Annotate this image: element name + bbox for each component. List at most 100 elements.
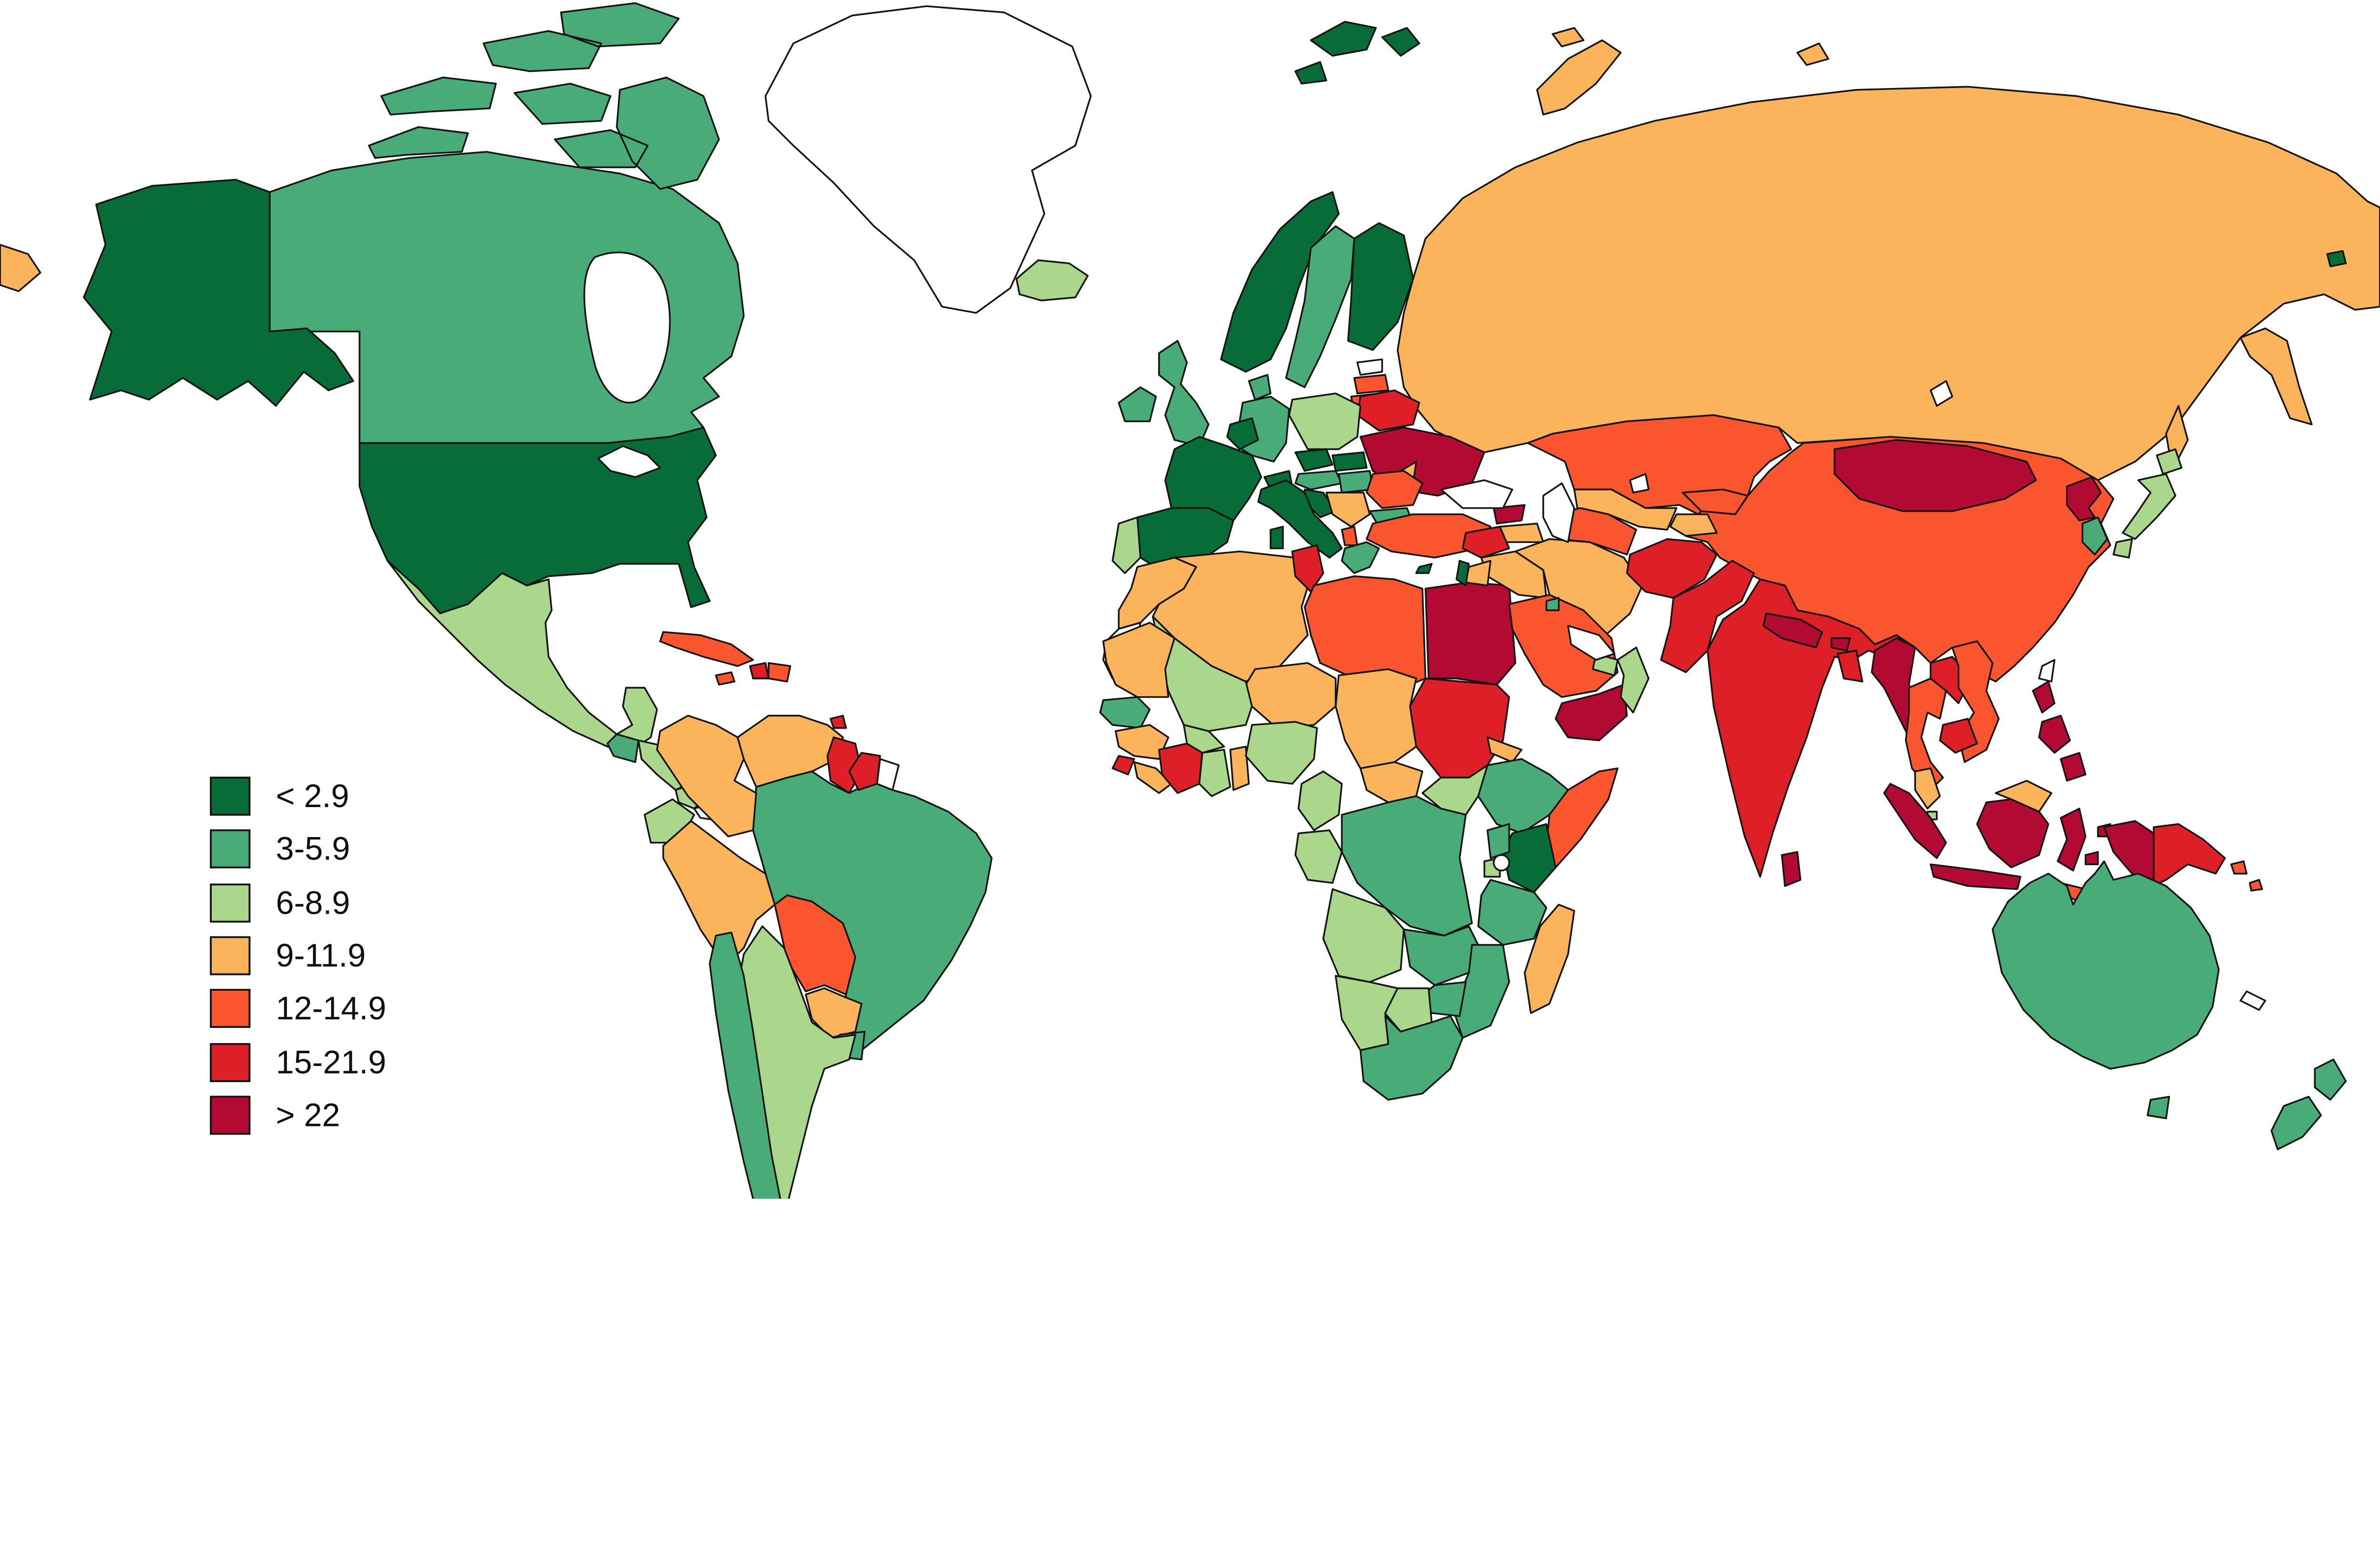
legend-label: 12-14.9: [276, 990, 387, 1026]
country-kuwait: [1545, 597, 1560, 612]
legend-item: > 22: [209, 1095, 340, 1135]
legend: < 2.9 3-5.9 6-8.9 9-11.9 12-14.9 15-21.9…: [209, 777, 387, 1135]
legend-label: 15-21.9: [276, 1045, 387, 1081]
country-greece: [1341, 541, 1380, 574]
island-severnaya: [1796, 42, 1829, 66]
lake-victoria: [1493, 854, 1510, 872]
country-mexico: [387, 560, 658, 751]
legend-item: 15-21.9: [209, 1043, 387, 1082]
legend-swatch: [209, 1095, 251, 1135]
legend-item: 6-8.9: [209, 883, 350, 923]
country-estonia: [1356, 358, 1383, 376]
country-finland: [1347, 222, 1414, 351]
world-choropleth-map: < 2.9 3-5.9 6-8.9 9-11.9 12-14.9 15-21.9…: [0, 2, 2380, 1199]
country-ghana: [1198, 749, 1231, 797]
country-pakistan: [1660, 560, 1755, 673]
country-nigeria: [1245, 721, 1318, 785]
countries-layer: [0, 2, 2380, 1199]
country-new-zealand: [2271, 1058, 2347, 1150]
country-south-korea: [2082, 516, 2108, 556]
country-tunisia: [1291, 544, 1324, 593]
country-chad: [1335, 668, 1418, 770]
country-paraguay: [804, 987, 863, 1039]
legend-swatch: [209, 1043, 251, 1082]
country-cambodia: [1939, 718, 1978, 754]
persian-gulf: [1567, 625, 1616, 661]
region-malaysia-borneo: [1994, 779, 2053, 813]
country-drc: [1341, 795, 1473, 937]
legend-label: > 22: [276, 1097, 340, 1133]
country-burkina-faso: [1183, 724, 1225, 754]
country-senegal: [1099, 696, 1151, 729]
island-new-caledonia: [2240, 990, 2266, 1011]
country-suriname: [848, 752, 881, 791]
country-spain: [1136, 507, 1234, 574]
country-greenland: [764, 5, 1092, 314]
island-novaya-zemlya: [1536, 39, 1622, 116]
country-uk: [1158, 340, 1210, 447]
legend-swatch: [209, 777, 251, 816]
country-latvia: [1353, 374, 1389, 395]
country-liberia: [1133, 761, 1172, 794]
country-guatemala: [606, 733, 640, 763]
island-franz-josef: [1551, 27, 1585, 48]
legend-item: 9-11.9: [209, 936, 366, 976]
country-kenya: [1502, 823, 1557, 893]
island-sumatra: [1883, 783, 1947, 859]
country-bhutan: [1830, 637, 1851, 651]
country-cuba: [659, 631, 754, 667]
country-italy: [1257, 479, 1343, 559]
country-sudan: [1409, 677, 1510, 779]
country-egypt: [1424, 582, 1517, 686]
country-uganda: [1487, 823, 1510, 859]
country-russia-west-wrap: [0, 244, 41, 292]
country-albania: [1341, 525, 1359, 546]
legend-label: < 2.9: [276, 778, 349, 814]
country-russia-kamchatka: [2240, 327, 2313, 425]
caspian-sea: [1542, 482, 1576, 543]
region-togo-benin: [1229, 746, 1250, 791]
country-colombia: [656, 715, 757, 838]
lake-baikal: [1930, 380, 1954, 407]
country-japan: [2112, 448, 2182, 559]
country-mauritania: [1102, 622, 1176, 698]
country-sweden: [1285, 225, 1355, 388]
country-syria: [1462, 525, 1510, 559]
country-kyrgyzstan: [1682, 488, 1749, 515]
legend-item: 3-5.9: [209, 829, 350, 868]
country-south-sudan: [1421, 764, 1488, 816]
island-st-lawrence: [2326, 250, 2347, 267]
world-map: < 2.9 3-5.9 6-8.9 9-11.9 12-14.9 15-21.9…: [0, 2, 2380, 1199]
country-france: [1164, 436, 1262, 522]
country-oman: [1616, 646, 1650, 714]
legend-label: 6-8.9: [276, 885, 350, 921]
country-angola: [1322, 888, 1405, 983]
hudson-bay: [583, 251, 671, 404]
legend-item: < 2.9: [209, 777, 349, 816]
canadian-arctic-islands: [368, 2, 720, 190]
country-papua-new-guinea: [2152, 823, 2226, 887]
country-taiwan: [2038, 659, 2056, 682]
legend-item: 12-14.9: [209, 988, 387, 1028]
country-bangladesh: [1836, 650, 1864, 682]
country-guinea: [1114, 724, 1170, 760]
great-lakes: [597, 445, 661, 478]
country-jamaica: [715, 671, 735, 686]
country-south-africa: [1359, 1015, 1464, 1101]
country-morocco: [1118, 556, 1197, 630]
country-tajikistan: [1669, 513, 1718, 537]
country-denmark: [1248, 374, 1272, 401]
country-czechia: [1294, 448, 1334, 472]
country-madagascar: [1524, 904, 1576, 1014]
legend-swatch: [209, 883, 251, 923]
country-norway: [1220, 191, 1340, 373]
country-usa-alaska: [83, 178, 355, 407]
country-canada: [268, 151, 745, 444]
country-sri-lanka: [1781, 851, 1802, 887]
black-sea: [1440, 479, 1513, 509]
country-poland: [1288, 392, 1361, 450]
country-cameroon: [1298, 770, 1343, 831]
country-venezuela: [736, 715, 844, 788]
island-sardinia: [1269, 525, 1284, 550]
country-cyprus: [1415, 563, 1433, 574]
